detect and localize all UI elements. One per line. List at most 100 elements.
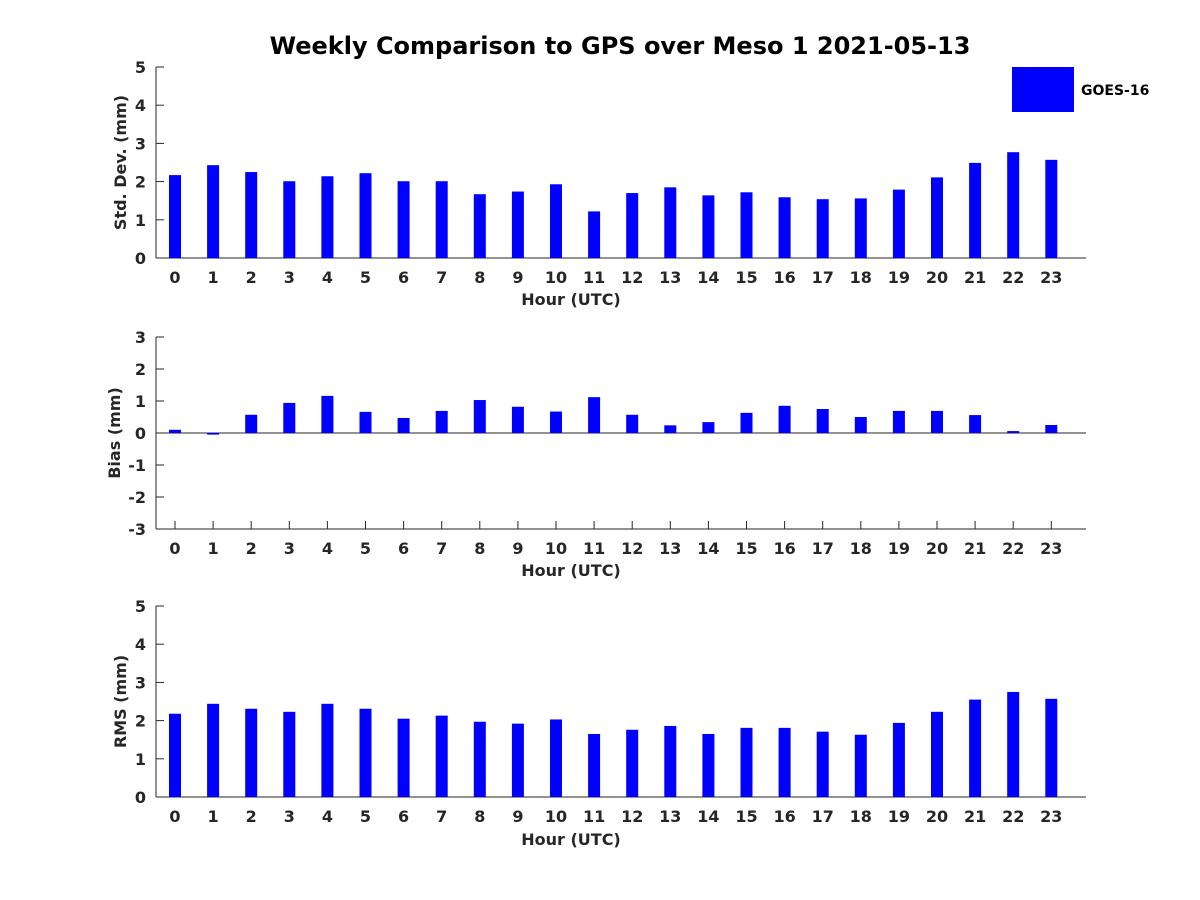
std-bar-2: [245, 172, 258, 258]
bias-xtick-label-2: 2: [246, 539, 257, 558]
rms-bar-13: [664, 725, 677, 797]
bias-bar-17: [816, 409, 829, 433]
std-xtick-label-16: 16: [773, 268, 795, 287]
rms-xtick-label-0: 0: [169, 807, 180, 826]
bias-y-label: Bias (mm): [105, 387, 124, 479]
rms-xtick-label-6: 6: [398, 807, 409, 826]
std-bar-8: [473, 194, 486, 258]
std-xtick-label-12: 12: [621, 268, 643, 287]
bias-ytick-label-2: -1: [128, 456, 146, 475]
rms-xtick-label-21: 21: [964, 807, 986, 826]
std-bar-11: [588, 211, 601, 258]
rms-bar-6: [397, 718, 410, 797]
std-xtick-label-0: 0: [169, 268, 180, 287]
rms-bar-2: [245, 708, 258, 797]
rms-bar-1: [207, 703, 220, 797]
bias-bar-7: [435, 410, 448, 433]
std-bar-14: [702, 195, 715, 258]
std-bar-3: [283, 181, 296, 258]
legend-swatch-goes16: [1012, 67, 1074, 112]
bias-bar-9: [511, 406, 524, 433]
rms-xtick-label-9: 9: [512, 807, 523, 826]
std-bar-10: [550, 184, 562, 258]
rms-bar-16: [778, 727, 791, 797]
std-xtick-label-20: 20: [926, 268, 948, 287]
std-bar-21: [969, 162, 982, 258]
std-xtick-label-2: 2: [246, 268, 257, 287]
rms-bar-12: [626, 729, 639, 797]
bias-bar-10: [550, 411, 562, 433]
std-bar-5: [359, 173, 372, 258]
chart-title: Weekly Comparison to GPS over Meso 1 202…: [270, 32, 971, 60]
rms-ytick-label-1: 1: [135, 750, 146, 769]
std-xtick-label-8: 8: [474, 268, 485, 287]
std-bar-12: [626, 193, 639, 258]
bias-bar-20: [931, 410, 943, 433]
bias-bar-0: [169, 429, 181, 433]
std-xtick-label-7: 7: [436, 268, 447, 287]
std-ytick-label-0: 0: [135, 249, 146, 268]
rms-xtick-label-23: 23: [1040, 807, 1062, 826]
std-xtick-label-13: 13: [659, 268, 681, 287]
bias-xtick-label-14: 14: [697, 539, 719, 558]
bias-xtick-label-8: 8: [474, 539, 485, 558]
std-bar-13: [664, 187, 677, 258]
legend: GOES-16: [1012, 67, 1149, 112]
bias-x-label: Hour (UTC): [521, 561, 621, 580]
bias-bar-18: [854, 417, 867, 433]
rms-xtick-label-14: 14: [697, 807, 719, 826]
bias-bar-2: [245, 414, 258, 433]
bias-xtick-label-3: 3: [284, 539, 295, 558]
std-ytick-label-1: 1: [135, 211, 146, 230]
rms-xtick-label-3: 3: [284, 807, 295, 826]
rms-bar-21: [969, 699, 982, 797]
rms-bar-15: [740, 727, 753, 797]
std-bar-9: [511, 191, 524, 258]
std-ytick-label-3: 3: [135, 134, 146, 153]
bias-bar-21: [969, 415, 982, 433]
bias-ytick-label-3: 0: [135, 424, 146, 443]
std-xtick-label-5: 5: [360, 268, 371, 287]
bias-bar-3: [283, 402, 296, 433]
bias-xtick-label-11: 11: [583, 539, 605, 558]
std-bar-16: [778, 197, 791, 258]
rms-bar-18: [854, 734, 867, 797]
rms-xtick-label-11: 11: [583, 807, 605, 826]
bias-bar-23: [1045, 425, 1058, 433]
std-xtick-label-9: 9: [512, 268, 523, 287]
bias-ytick-label-6: 3: [135, 328, 146, 347]
rms-bar-19: [892, 722, 905, 797]
std-xtick-label-15: 15: [735, 268, 757, 287]
rms-xtick-label-8: 8: [474, 807, 485, 826]
bias-bar-22: [1007, 431, 1020, 433]
std-xtick-label-18: 18: [850, 268, 872, 287]
rms-xtick-label-19: 19: [888, 807, 910, 826]
rms-ytick-label-4: 4: [135, 635, 146, 654]
rms-xtick-label-7: 7: [436, 807, 447, 826]
rms-bar-14: [702, 733, 715, 797]
rms-bar-7: [435, 715, 448, 797]
bias-ytick-label-1: -2: [128, 488, 146, 507]
std-bar-15: [740, 192, 753, 258]
rms-xtick-label-15: 15: [735, 807, 757, 826]
std-bar-0: [169, 175, 181, 258]
std-bar-22: [1007, 152, 1020, 258]
std-ytick-label-2: 2: [135, 173, 146, 192]
bias-bar-6: [397, 417, 410, 433]
bias-bar-11: [588, 397, 601, 433]
std-x-label: Hour (UTC): [521, 290, 621, 309]
std-bar-18: [854, 198, 867, 258]
bias-ytick-label-4: 1: [135, 392, 146, 411]
bias-xtick-label-18: 18: [850, 539, 872, 558]
bias-bar-8: [473, 400, 486, 433]
std-xtick-label-11: 11: [583, 268, 605, 287]
rms-ytick-label-2: 2: [135, 712, 146, 731]
rms-xtick-label-1: 1: [208, 807, 219, 826]
legend-label-goes16: GOES-16: [1081, 83, 1149, 99]
std-ytick-label-4: 4: [135, 96, 146, 115]
std-bar-1: [207, 165, 220, 258]
bias-xtick-label-4: 4: [322, 539, 333, 558]
